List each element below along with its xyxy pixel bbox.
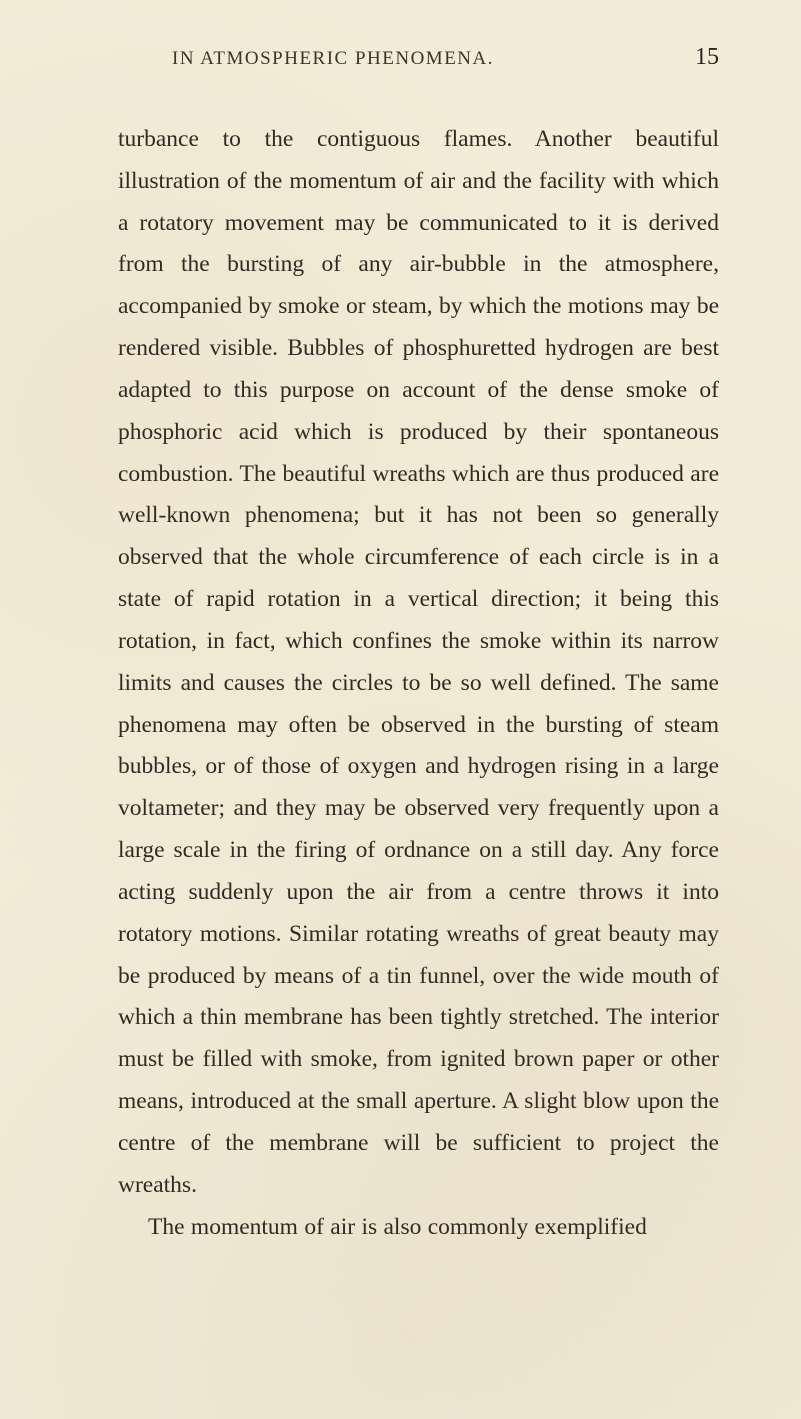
- page-container: IN ATMOSPHERIC PHENOMENA. 15 turbance to…: [0, 0, 801, 1308]
- paragraph-1: turbance to the contiguous flames. Anoth…: [118, 119, 719, 1207]
- page-number: 15: [695, 44, 719, 71]
- page-header: IN ATMOSPHERIC PHENOMENA. 15: [118, 44, 719, 71]
- paragraph-2: The momentum of air is also commonly exe…: [118, 1207, 719, 1249]
- body-text: turbance to the contiguous flames. Anoth…: [118, 119, 719, 1248]
- running-head: IN ATMOSPHERIC PHENOMENA.: [172, 48, 494, 70]
